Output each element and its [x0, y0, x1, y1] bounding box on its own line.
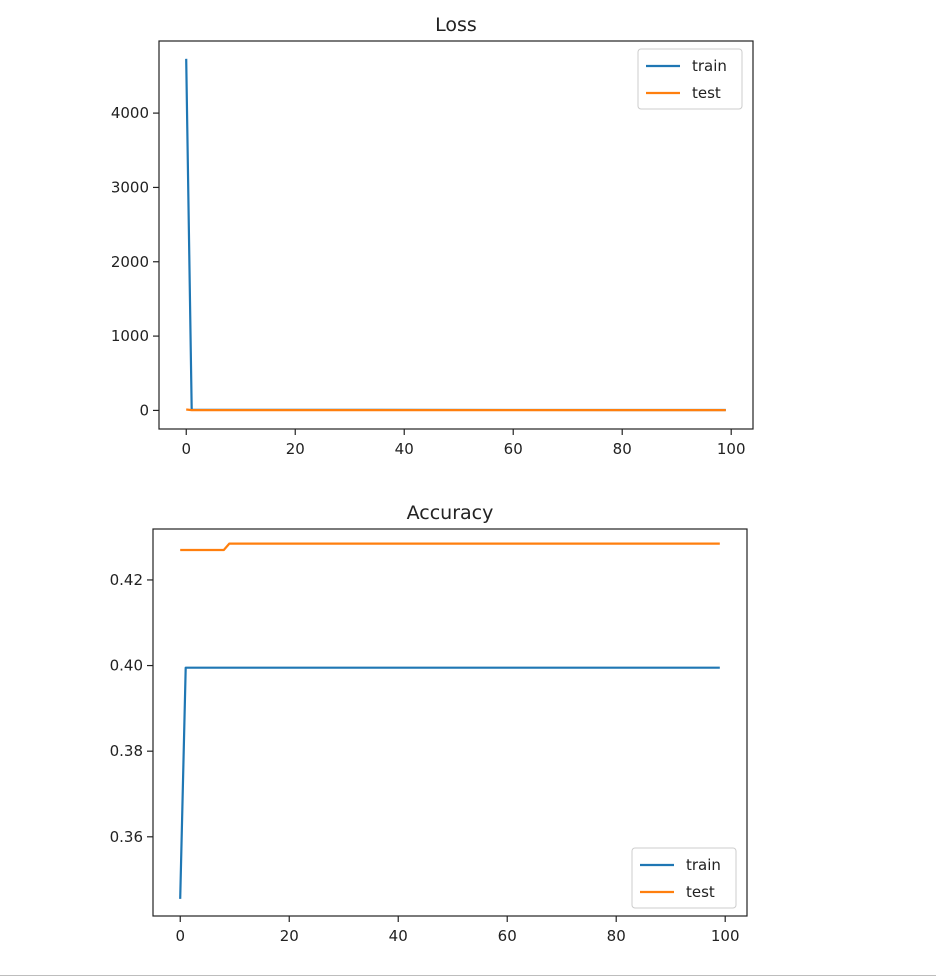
y-tick-label: 4000 — [111, 104, 149, 122]
y-tick-label: 1000 — [111, 327, 149, 345]
y-tick-label: 0.38 — [110, 742, 143, 760]
x-tick-label: 20 — [286, 440, 305, 458]
series-line-test — [180, 542, 720, 552]
y-tick-label: 2000 — [111, 253, 149, 271]
x-tick-label: 60 — [498, 927, 517, 945]
y-tick-label: 3000 — [111, 178, 149, 196]
x-tick-label: 20 — [280, 927, 299, 945]
legend-label-train: train — [692, 57, 727, 75]
y-tick-label: 0.36 — [110, 828, 143, 846]
chart-title: Loss — [435, 14, 477, 36]
chart-title: Accuracy — [407, 502, 494, 524]
y-tick-label: 0.40 — [110, 657, 143, 675]
x-tick-label: 100 — [711, 927, 740, 945]
y-tick-label: 0 — [139, 401, 149, 419]
series-line-train — [185, 58, 726, 412]
chart-1: Accuracy 0 20 40 60 80 100 0.36 0.38 0.40 0.42 trai… — [110, 502, 748, 945]
legend: train test — [637, 48, 743, 110]
y-tick-label: 0.42 — [110, 571, 143, 589]
series-line-test — [186, 408, 726, 412]
x-tick-label: 0 — [175, 927, 185, 945]
series-line-train — [179, 666, 720, 899]
legend: train test — [631, 847, 737, 909]
x-tick-label: 100 — [717, 440, 746, 458]
x-tick-label: 40 — [395, 440, 414, 458]
legend-label-test: test — [686, 883, 715, 901]
axes-frame — [152, 528, 748, 917]
x-tick-label: 40 — [389, 927, 408, 945]
x-tick-label: 0 — [181, 440, 191, 458]
legend-label-train: train — [686, 856, 721, 874]
x-tick-label: 80 — [613, 440, 632, 458]
x-tick-label: 80 — [607, 927, 626, 945]
bottom-divider — [0, 975, 936, 976]
axes-frame — [158, 40, 754, 430]
legend-label-test: test — [692, 84, 721, 102]
x-tick-label: 60 — [504, 440, 523, 458]
